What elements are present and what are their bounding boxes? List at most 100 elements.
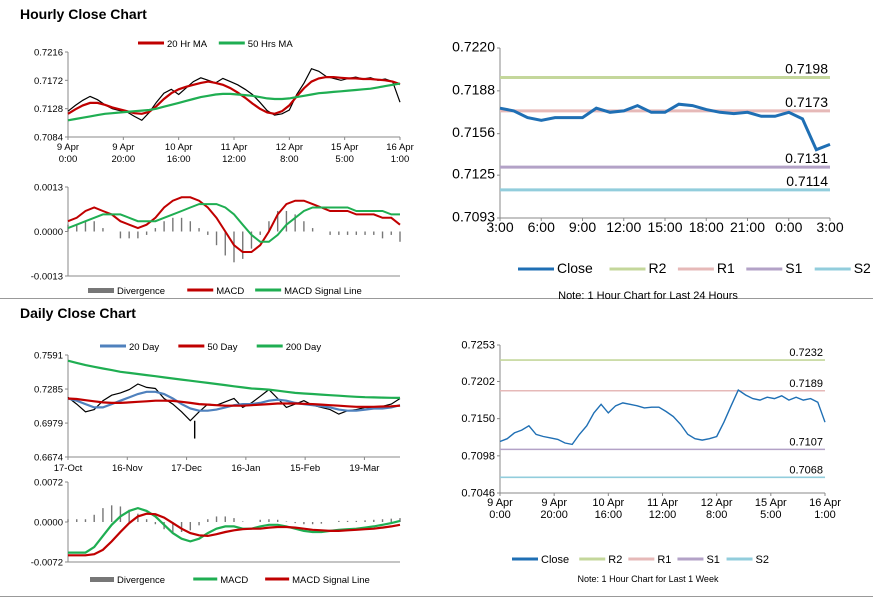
hourly-price-x-tick-label: 8:00 xyxy=(280,154,299,165)
hourly-24h-x-tick-label: 0:00 xyxy=(775,219,802,235)
weekly-hourly-x-tick-label: 8:00 xyxy=(706,509,727,521)
daily-macd-y-tick-label: -0.0072 xyxy=(31,558,63,569)
weekly-hourly-legend-label: R2 xyxy=(608,554,622,566)
hourly-macd-macd-line xyxy=(67,196,401,253)
hourly-24h-x-tick-label: 9:00 xyxy=(569,219,596,235)
weekly-hourly-x-tick-label: 1:00 xyxy=(814,509,835,521)
hourly-24h-x-tick-label: 15:00 xyxy=(647,219,682,235)
weekly-hourly-y-tick-label: 0.7150 xyxy=(461,413,495,425)
hourly-price-y-tick-label: 0.7216 xyxy=(34,48,63,59)
hourly-price-x-tick-label: 11 Apr xyxy=(221,142,248,153)
daily-price-legend-label: 200 Day xyxy=(286,342,322,353)
hourly-price-50-hrs-ma-line xyxy=(67,82,401,122)
weekly-hourly-x-tick-label: 10 Apr xyxy=(592,497,624,509)
daily-price-close-line xyxy=(67,383,401,422)
weekly-hourly-legend-label: S1 xyxy=(706,554,719,566)
hourly-price-x-tick-label: 9 Apr xyxy=(112,142,134,153)
weekly-hourly-s1-label: 0.7107 xyxy=(789,436,823,448)
daily-price-x-tick-label: 15-Feb xyxy=(290,463,320,474)
hourly-24h-note: Note: 1 Hour Chart for Last 24 Hours xyxy=(558,290,738,302)
hourly-price-legend-label: 50 Hrs MA xyxy=(248,39,294,50)
daily-price-legend-label: 20 Day xyxy=(129,342,159,353)
hourly-24h-x-tick-label: 21:00 xyxy=(730,219,765,235)
hourly-24h-x-tick-label: 3:00 xyxy=(486,219,513,235)
daily-price-200-day-line xyxy=(67,359,401,399)
daily-macd-group: 0.0072 0.0000 -0.0072 Divergence MACD MACD Si… xyxy=(31,478,401,586)
hourly-price-y-tick-label: 0.7172 xyxy=(34,76,63,87)
weekly-hourly-r2-label: 0.7232 xyxy=(789,347,823,359)
weekly-hourly-x-tick-label: 16:00 xyxy=(595,509,623,521)
hourly-24h-y-tick-label: 0.7220 xyxy=(452,39,495,55)
daily-price-20-day-line xyxy=(67,390,401,412)
hourly-24h-group: 0.7220 0.7188 0.7156 0.7125 0.7093 0.7198 0.71… xyxy=(452,39,871,303)
weekly-hourly-x-tick-label: 0:00 xyxy=(489,509,510,521)
hourly-24h-r1-label: 0.7173 xyxy=(785,94,828,110)
daily-price-x-tick-label: 19-Mar xyxy=(349,463,379,474)
hourly-24h-s1-label: 0.7131 xyxy=(785,150,828,166)
hourly-24h-legend-label: R2 xyxy=(649,260,667,276)
weekly-hourly-x-tick-label: 12:00 xyxy=(649,509,677,521)
hourly-24h-legend-label: R1 xyxy=(717,260,735,276)
daily-price-x-tick-label: 17-Dec xyxy=(171,463,202,474)
hourly-24h-y-tick-label: 0.7093 xyxy=(452,209,495,225)
weekly-hourly-legend-label: R1 xyxy=(657,554,671,566)
daily-macd-legend-label: MACD Signal Line xyxy=(292,575,370,586)
hourly-macd-legend-swatch xyxy=(88,288,114,293)
daily-price-y-tick-label: 0.7591 xyxy=(34,351,63,362)
hourly-24h-r2-label: 0.7198 xyxy=(785,60,828,76)
hourly-price-x-tick-label: 10 Apr xyxy=(165,142,192,153)
weekly-hourly-x-tick-label: 11 Apr xyxy=(647,497,678,509)
hourly-macd-y-tick-label: 0.0000 xyxy=(34,227,63,238)
weekly-hourly-x-tick-label: 9 Apr xyxy=(541,497,567,509)
weekly-hourly-x-tick-label: 15 Apr xyxy=(755,497,787,509)
hourly-24h-y-tick-label: 0.7156 xyxy=(452,124,495,140)
hourly-price-x-tick-label: 16 Apr xyxy=(386,142,413,153)
weekly-hourly-s2-label: 0.7068 xyxy=(789,464,823,476)
daily-macd-legend-label: MACD xyxy=(220,575,248,586)
weekly-hourly-x-tick-label: 20:00 xyxy=(540,509,568,521)
hourly-macd-legend-label: MACD Signal Line xyxy=(284,286,362,297)
hourly-24h-y-tick-label: 0.7188 xyxy=(452,81,495,97)
weekly-hourly-x-tick-label: 9 Apr xyxy=(487,497,513,509)
weekly-hourly-x-tick-label: 12 Apr xyxy=(701,497,733,509)
hourly-24h-x-tick-label: 18:00 xyxy=(689,219,724,235)
daily-price-50-day-line xyxy=(67,397,401,408)
weekly-hourly-note: Note: 1 Hour Chart for Last 1 Week xyxy=(578,574,719,584)
hourly-24h-legend-label: S2 xyxy=(854,260,871,276)
hourly-price-x-tick-label: 20:00 xyxy=(111,154,135,165)
hourly-price-x-tick-label: 1:00 xyxy=(391,154,410,165)
weekly-hourly-y-tick-label: 0.7098 xyxy=(461,450,495,462)
weekly-hourly-r1-label: 0.7189 xyxy=(789,378,823,390)
daily-price-y-tick-label: 0.6979 xyxy=(34,419,63,430)
daily-macd-legend-label: Divergence xyxy=(117,575,165,586)
hourly-macd-legend-label: MACD xyxy=(216,286,244,297)
daily-macd-y-tick-label: 0.0072 xyxy=(34,478,63,489)
hourly-24h-legend-label: S1 xyxy=(785,260,802,276)
bottom-divider xyxy=(0,596,873,597)
daily-price-y-tick-label: 0.7285 xyxy=(34,385,63,396)
hourly-24h-x-tick-label: 12:00 xyxy=(606,219,641,235)
hourly-price-x-tick-label: 15 Apr xyxy=(331,142,358,153)
hourly-price-x-tick-label: 16:00 xyxy=(167,154,191,165)
hourly-macd-y-tick-label: 0.0013 xyxy=(34,183,63,194)
hourly-24h-y-tick-label: 0.7125 xyxy=(452,166,495,182)
hourly-macd-legend-label: Divergence xyxy=(117,286,165,297)
hourly-24h-s2-label: 0.7114 xyxy=(786,173,828,189)
weekly-hourly-legend-label: S2 xyxy=(756,554,769,566)
hourly-price-y-tick-label: 0.7128 xyxy=(34,104,63,115)
daily-section-title: Daily Close Chart xyxy=(20,305,136,321)
hourly-price-x-tick-label: 9 Apr xyxy=(57,142,79,153)
hourly-24h-close-line xyxy=(499,102,831,152)
weekly-hourly-y-tick-label: 0.7046 xyxy=(461,488,495,500)
daily-price-x-tick-label: 17-Oct xyxy=(54,463,83,474)
section-divider xyxy=(0,298,873,299)
weekly-hourly-x-tick-label: 16 Apr xyxy=(809,497,841,509)
hourly-price-x-tick-label: 5:00 xyxy=(335,154,354,165)
daily-macd-legend-swatch xyxy=(90,577,114,582)
hourly-24h-x-tick-label: 3:00 xyxy=(816,219,843,235)
daily-macd-macd-signal-line-line xyxy=(68,512,401,557)
daily-price-legend-label: 50 Day xyxy=(207,342,237,353)
daily-price-x-tick-label: 16-Nov xyxy=(112,463,143,474)
